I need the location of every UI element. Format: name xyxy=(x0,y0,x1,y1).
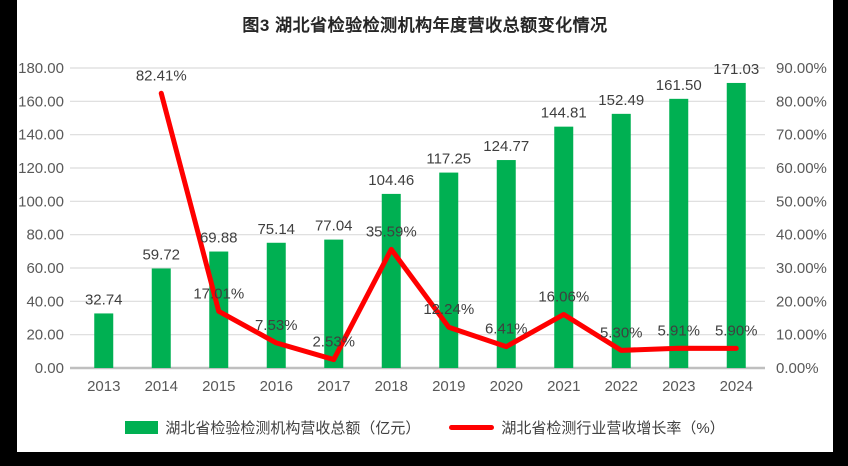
bar-2018 xyxy=(381,193,401,368)
bar-value-label: 117.25 xyxy=(426,151,471,168)
line-series-legend-label: 湖北省检测行业营收增长率（%） xyxy=(501,420,725,437)
right-axis-tick-label: 60.00% xyxy=(776,160,827,177)
x-axis-label-2016: 2016 xyxy=(260,378,293,395)
bar-2020 xyxy=(496,160,516,368)
right-axis-tick-label: 0.00% xyxy=(776,360,819,377)
right-axis-tick-label: 70.00% xyxy=(776,127,827,144)
line-value-label: 2.53% xyxy=(312,334,355,351)
bar-value-label: 69.88 xyxy=(200,230,238,247)
bar-series-legend-label: 湖北省检验检测机构营收总额（亿元） xyxy=(165,420,421,437)
bar-2016 xyxy=(266,242,286,368)
left-axis-tick-label: 120.00 xyxy=(18,160,64,177)
bar-value-label: 32.74 xyxy=(85,291,123,308)
line-value-label: 5.90% xyxy=(715,322,758,339)
x-axis-label-2014: 2014 xyxy=(145,378,178,395)
x-axis-label-2021: 2021 xyxy=(547,378,580,395)
x-axis-label-2019: 2019 xyxy=(432,378,465,395)
bar-value-label: 152.49 xyxy=(598,92,644,109)
left-axis-tick-label: 0.00 xyxy=(35,360,64,377)
line-series-swatch xyxy=(449,425,495,430)
right-axis-tick-label: 10.00% xyxy=(776,327,827,344)
line-value-label: 6.41% xyxy=(485,321,528,338)
line-value-label: 35.59% xyxy=(366,223,417,240)
bar-2013 xyxy=(94,313,114,368)
line-value-label: 5.91% xyxy=(657,322,700,339)
legend: 湖北省检验检测机构营收总额（亿元） 湖北省检测行业营收增长率（%） xyxy=(17,417,833,438)
x-axis-label-2013: 2013 xyxy=(87,378,120,395)
bar-value-label: 104.46 xyxy=(368,172,414,189)
left-axis-tick-label: 40.00 xyxy=(26,293,64,310)
growth-rate-line xyxy=(158,90,739,363)
bar-value-label: 171.03 xyxy=(713,61,759,78)
right-axis-tick-label: 80.00% xyxy=(776,93,827,110)
left-axis-tick-label: 140.00 xyxy=(18,127,64,144)
line-value-label: 82.41% xyxy=(136,67,187,84)
bar-value-label: 59.72 xyxy=(142,246,180,263)
x-axis-label-2024: 2024 xyxy=(720,378,753,395)
bar-2024 xyxy=(726,82,746,368)
line-value-label: 17.01% xyxy=(193,285,244,302)
bar-value-label: 75.14 xyxy=(257,221,295,238)
x-axis-label-2017: 2017 xyxy=(317,378,350,395)
x-axis-label-2020: 2020 xyxy=(490,378,523,395)
bar-2017 xyxy=(324,239,344,368)
x-axis-label-2015: 2015 xyxy=(202,378,235,395)
bar-2019 xyxy=(439,172,459,368)
bar-2022 xyxy=(611,113,631,368)
line-value-label: 12.24% xyxy=(423,301,474,318)
plot-canvas: 0.00 0.00% 20.00 10.00% 40.00 20.00% 60.00 30.0… xyxy=(18,60,827,395)
x-axis-label-2022: 2022 xyxy=(605,378,638,395)
chart-panel: 图3 湖北省检验检测机构年度营收总额变化情况 0.00 0.00% 20.00 10.… xyxy=(17,0,833,452)
left-axis-tick-label: 80.00 xyxy=(26,227,64,244)
left-axis-tick-label: 180.00 xyxy=(18,60,64,77)
chart-title: 图3 湖北省检验检测机构年度营收总额变化情况 xyxy=(242,16,608,35)
left-axis-tick-label: 20.00 xyxy=(26,327,64,344)
bar-2014 xyxy=(151,268,171,368)
right-axis-tick-label: 30.00% xyxy=(776,260,827,277)
left-axis-tick-label: 60.00 xyxy=(26,260,64,277)
x-axis-label-2018: 2018 xyxy=(375,378,408,395)
bar-value-label: 161.50 xyxy=(656,77,702,94)
left-axis-tick-label: 160.00 xyxy=(18,93,64,110)
line-value-label: 7.53% xyxy=(255,317,298,334)
line-value-label: 16.06% xyxy=(538,288,589,305)
bar-series-swatch xyxy=(125,421,159,434)
right-axis-tick-label: 40.00% xyxy=(776,227,827,244)
x-axis-label-2023: 2023 xyxy=(662,378,695,395)
bar-value-label: 124.77 xyxy=(483,138,529,155)
bar-value-label: 144.81 xyxy=(541,105,587,122)
left-axis-tick-label: 100.00 xyxy=(18,193,64,210)
bar-2023 xyxy=(669,98,689,368)
bar-2021 xyxy=(554,126,574,369)
bar-value-label: 77.04 xyxy=(315,218,353,235)
right-axis-tick-label: 50.00% xyxy=(776,193,827,210)
line-value-label: 5.30% xyxy=(600,324,643,341)
right-axis-tick-label: 90.00% xyxy=(776,60,827,77)
right-axis-tick-label: 20.00% xyxy=(776,293,827,310)
